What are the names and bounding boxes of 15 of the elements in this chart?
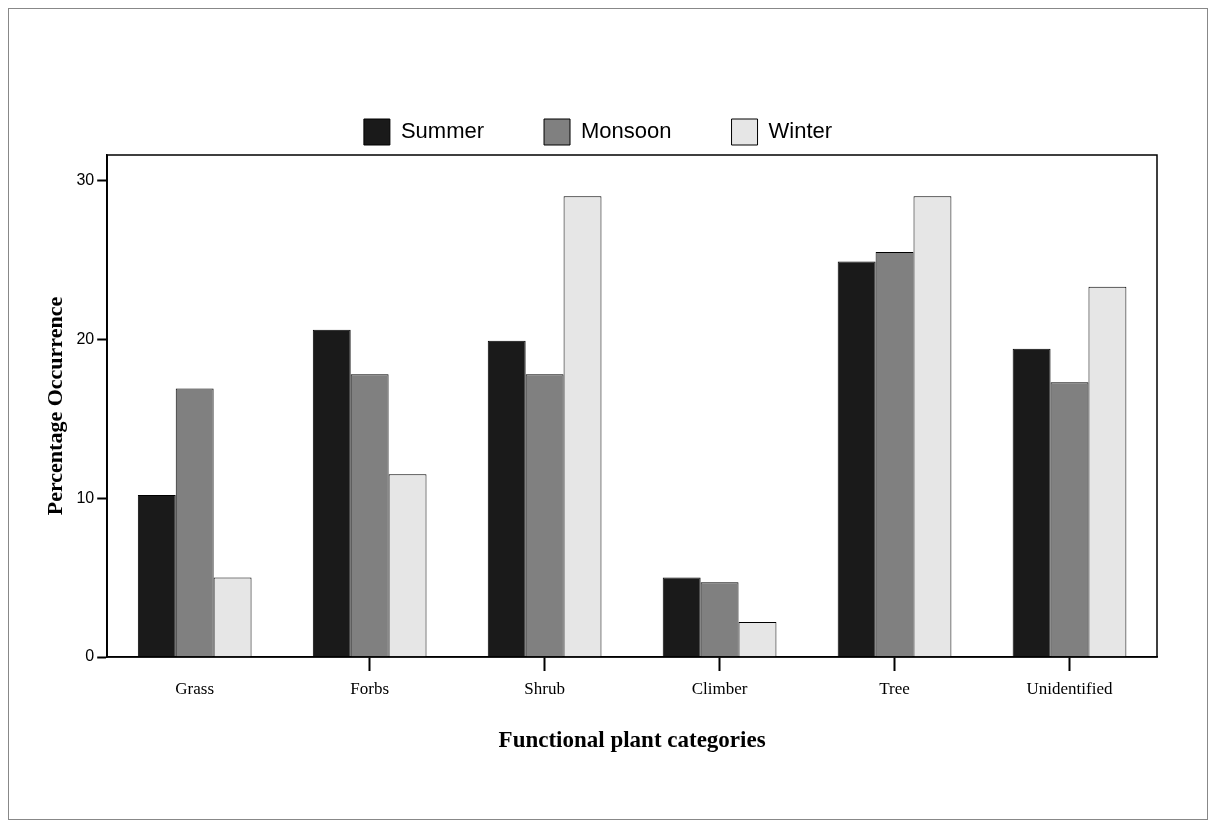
x-axis-title: Functional plant categories [498,727,766,753]
legend-label: Winter [768,118,833,144]
legend-label: Summer [400,118,485,144]
y-tick-label: 20 [76,329,95,347]
y-tick-label: 30 [76,170,95,188]
x-tick-label: Tree [879,678,910,698]
x-tick-label: Climber [691,678,748,698]
y-axis-title: Percentage Occurrence [41,296,67,516]
x-tick-label: Shrub [524,678,565,698]
x-tick-label: Forbs [350,678,390,698]
x-tick-label: Unidentified [1026,678,1113,698]
y-tick-label: 0 [85,647,95,665]
legend-label: Monsoon [581,118,672,144]
x-tick-label: Grass [175,678,215,698]
y-tick-label: 10 [76,488,95,506]
